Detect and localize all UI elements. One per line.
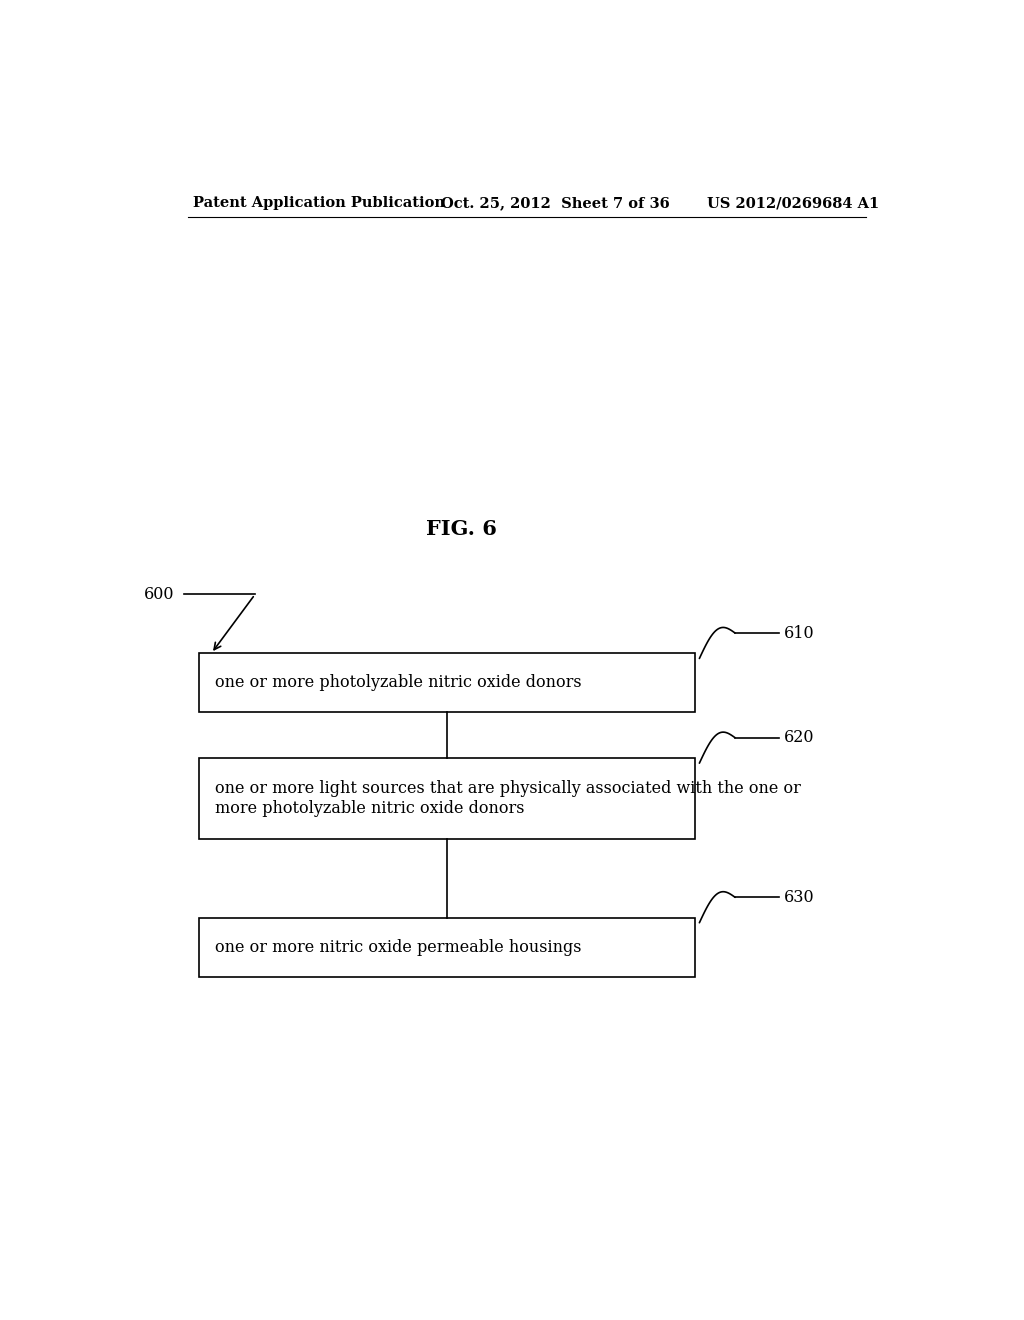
Text: Oct. 25, 2012  Sheet 7 of 36: Oct. 25, 2012 Sheet 7 of 36 xyxy=(441,197,671,210)
Text: FIG. 6: FIG. 6 xyxy=(426,519,497,540)
Text: 620: 620 xyxy=(784,729,815,746)
Bar xyxy=(200,653,695,713)
Text: Patent Application Publication: Patent Application Publication xyxy=(194,197,445,210)
Text: US 2012/0269684 A1: US 2012/0269684 A1 xyxy=(708,197,880,210)
Text: 630: 630 xyxy=(784,888,815,906)
Bar xyxy=(200,917,695,977)
Text: 600: 600 xyxy=(143,586,174,603)
Text: 610: 610 xyxy=(784,624,815,642)
Text: one or more nitric oxide permeable housings: one or more nitric oxide permeable housi… xyxy=(215,939,582,956)
Text: one or more light sources that are physically associated with the one or
more ph: one or more light sources that are physi… xyxy=(215,780,801,817)
Text: one or more photolyzable nitric oxide donors: one or more photolyzable nitric oxide do… xyxy=(215,675,582,692)
Bar xyxy=(200,758,695,840)
